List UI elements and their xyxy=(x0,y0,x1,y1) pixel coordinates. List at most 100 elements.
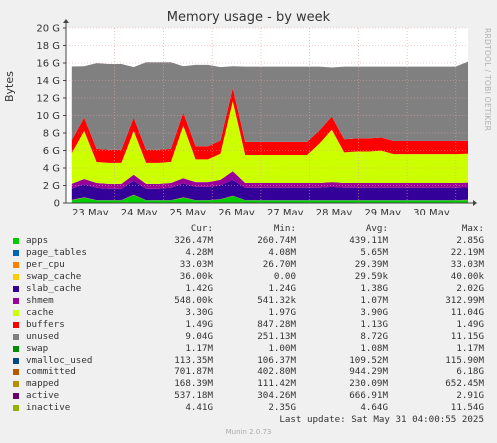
legend-cur: 33.03M xyxy=(179,258,213,270)
y-axis-arrow xyxy=(63,19,69,23)
legend-min: 260.74M xyxy=(257,235,296,246)
legend-max: 22.19M xyxy=(450,246,484,258)
legend-max: 11.54G xyxy=(450,402,484,414)
x-tick-label: 24 May xyxy=(121,208,158,215)
legend-max: 40.00k xyxy=(450,270,484,282)
legend-row-shmem: shmem 548.00k 541.32k 1.07M 312.99M xyxy=(0,295,497,307)
legend-name: apps xyxy=(26,235,49,246)
legend-row-active: active 537.18M 304.26M 666.91M 2.91G xyxy=(0,390,497,402)
legend-swatch xyxy=(13,369,19,376)
y-tick-label: 18 G xyxy=(36,41,60,52)
legend-swatch xyxy=(13,273,19,280)
legend-avg: 4.64G xyxy=(360,402,388,414)
memory-chart: 0 2 G 4 G 6 G 8 G 10 G 12 G 14 G 16 G 18 G 20 G 23… xyxy=(36,19,477,215)
legend-min: 2.35G xyxy=(268,402,296,414)
legend-swatch xyxy=(13,309,19,316)
legend-min: 26.70M xyxy=(262,258,296,270)
legend-max: 2.85G xyxy=(456,235,484,246)
legend-cur: 113.35M xyxy=(174,354,213,366)
legend-max: 6.18G xyxy=(456,366,484,378)
legend-swatch xyxy=(13,381,19,388)
x-tick-label: 27 May xyxy=(267,208,304,215)
legend-row-committed: committed 701.87M 402.80M 944.29M 6.18G xyxy=(0,366,497,378)
legend-avg: 1.38G xyxy=(360,282,388,294)
legend-min: 304.26M xyxy=(257,390,296,402)
legend-max: 33.03M xyxy=(450,258,484,270)
last-update: Last update: Sat May 31 04:00:55 2025 xyxy=(279,414,484,425)
area-shmem xyxy=(71,171,469,189)
legend-row-vmalloc-used: vmalloc_used 113.35M 106.37M 109.52M 115.90M xyxy=(0,355,497,367)
legend-swatch xyxy=(13,357,19,364)
legend-name: per_cpu xyxy=(26,258,65,270)
legend-row-swap: swap 1.17M 1.00M 1.08M 1.17M xyxy=(0,343,497,355)
legend-name: swap xyxy=(26,342,49,354)
legend-min: 106.37M xyxy=(257,354,296,366)
legend-swatch xyxy=(13,238,19,244)
legend-swatch xyxy=(13,285,19,292)
legend-swatch xyxy=(13,333,19,340)
legend-min: 4.08M xyxy=(268,246,296,258)
legend-row-unused: unused 9.04G 251.13M 8.72G 11.15G xyxy=(0,331,497,343)
legend-avg: 1.08M xyxy=(360,342,388,354)
legend-name: slab_cache xyxy=(26,282,82,294)
legend-avg: 109.52M xyxy=(349,354,388,366)
legend-max: 2.91G xyxy=(456,390,484,402)
legend-avg: 666.91M xyxy=(349,390,388,402)
legend-max: 1.17M xyxy=(456,342,484,354)
legend-swatch xyxy=(13,261,19,268)
legend-cur: 1.49G xyxy=(185,318,213,330)
legend-cur: 548.00k xyxy=(174,294,213,306)
chart-title: Memory usage - by week xyxy=(166,10,331,25)
legend-cur: 9.04G xyxy=(185,330,213,342)
legend-name: inactive xyxy=(26,402,71,414)
y-tick-label: 8 G xyxy=(43,129,60,140)
legend-cur: 4.41G xyxy=(185,402,213,414)
legend-name: cache xyxy=(26,306,54,318)
area-cache xyxy=(71,101,469,184)
legend-swatch xyxy=(13,297,19,304)
legend-row-cache: cache 3.30G 1.97G 3.90G 11.04G xyxy=(0,307,497,319)
legend-cur: 168.39M xyxy=(174,378,213,390)
legend-name: mapped xyxy=(26,378,60,390)
y-tick-label: 6 G xyxy=(43,146,60,157)
legend-avg: 3.90G xyxy=(360,306,388,318)
legend-row-mapped: mapped 168.39M 111.42M 230.09M 652.45M xyxy=(0,378,497,390)
legend-max: 652.45M xyxy=(445,378,484,390)
legend-max: 2.02G xyxy=(456,282,484,294)
legend-row-per-cpu: per_cpu 33.03M 26.70M 29.39M 33.03M xyxy=(0,259,497,271)
x-axis-arrow xyxy=(473,200,477,206)
legend-max: 11.04G xyxy=(450,306,484,318)
legend-avg: 944.29M xyxy=(349,366,388,378)
munin-version: Munin 2.0.73 xyxy=(225,428,272,436)
legend-max: 1.49G xyxy=(456,318,484,330)
area-unused xyxy=(71,61,469,150)
x-tick-label: 23 May xyxy=(72,208,109,215)
legend-avg: 230.09M xyxy=(349,378,388,390)
y-tick-label: 10 G xyxy=(36,111,60,122)
legend-row-apps: apps 326.47M 260.74M 439.11M 2.85G xyxy=(0,235,497,247)
legend-swatch xyxy=(13,321,19,328)
legend-row-page-tables: page_tables 4.28M 4.08M 5.65M 22.19M xyxy=(0,247,497,259)
area-buffers xyxy=(71,88,469,163)
legend-header-min: Min: xyxy=(273,223,296,234)
legend-cur: 36.00k xyxy=(179,270,213,282)
legend-min: 541.32k xyxy=(257,294,296,306)
legend-swatch xyxy=(13,393,19,400)
legend-name: shmem xyxy=(26,294,54,306)
legend-name: committed xyxy=(26,366,76,378)
legend-swatch xyxy=(13,249,19,256)
legend-min: 847.28M xyxy=(257,318,296,330)
legend-avg: 8.72G xyxy=(360,330,388,342)
y-tick-label: 14 G xyxy=(36,76,60,87)
y-tick-label: 0 xyxy=(54,199,60,210)
legend-name: vmalloc_used xyxy=(26,354,93,366)
legend-name: buffers xyxy=(26,318,65,330)
legend-min: 111.42M xyxy=(257,378,296,390)
area-apps xyxy=(71,195,469,203)
y-tick-label: 16 G xyxy=(36,59,60,70)
x-tick-label: 25 May xyxy=(170,208,207,215)
legend-header-cur: Cur: xyxy=(190,223,213,234)
legend-swatch xyxy=(13,405,19,412)
x-tick-label: 28 May xyxy=(316,208,353,215)
